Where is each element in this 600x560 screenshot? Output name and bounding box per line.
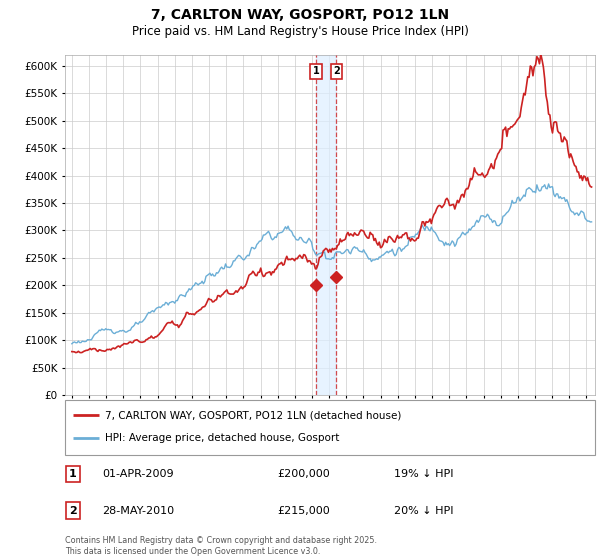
Text: 20% ↓ HPI: 20% ↓ HPI bbox=[394, 506, 453, 516]
Bar bbox=[316, 55, 337, 395]
Text: 1: 1 bbox=[69, 469, 77, 479]
Text: Price paid vs. HM Land Registry's House Price Index (HPI): Price paid vs. HM Land Registry's House … bbox=[131, 25, 469, 38]
Text: £215,000: £215,000 bbox=[277, 506, 330, 516]
Text: 01-APR-2009: 01-APR-2009 bbox=[102, 469, 174, 479]
Text: £200,000: £200,000 bbox=[277, 469, 330, 479]
Text: HPI: Average price, detached house, Gosport: HPI: Average price, detached house, Gosp… bbox=[105, 433, 339, 444]
Text: 1: 1 bbox=[313, 67, 320, 77]
Text: Contains HM Land Registry data © Crown copyright and database right 2025.
This d: Contains HM Land Registry data © Crown c… bbox=[65, 536, 377, 556]
Text: 7, CARLTON WAY, GOSPORT, PO12 1LN: 7, CARLTON WAY, GOSPORT, PO12 1LN bbox=[151, 8, 449, 22]
FancyBboxPatch shape bbox=[65, 400, 595, 455]
Text: 2: 2 bbox=[333, 67, 340, 77]
Text: 7, CARLTON WAY, GOSPORT, PO12 1LN (detached house): 7, CARLTON WAY, GOSPORT, PO12 1LN (detac… bbox=[105, 410, 401, 420]
Text: 2: 2 bbox=[69, 506, 77, 516]
Text: 28-MAY-2010: 28-MAY-2010 bbox=[102, 506, 174, 516]
Text: 19% ↓ HPI: 19% ↓ HPI bbox=[394, 469, 453, 479]
